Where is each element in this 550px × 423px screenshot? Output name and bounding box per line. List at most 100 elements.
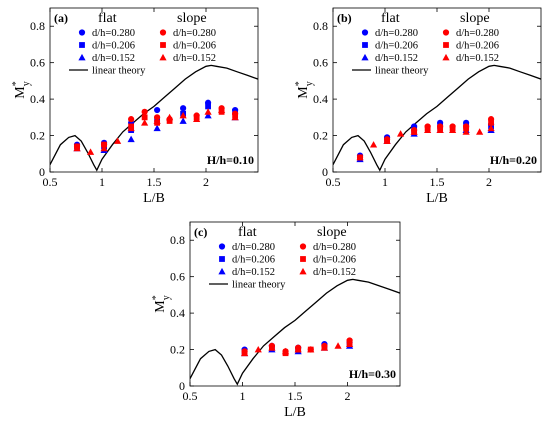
y-tick-label: 0.2: [313, 129, 328, 143]
y-tick-label: 0: [39, 165, 45, 179]
legend-marker: [443, 42, 449, 48]
legend-entry: d/h=0.280: [313, 242, 356, 253]
data-point: [141, 119, 149, 126]
data-point: [166, 113, 174, 121]
annotation-label: H/h=0.20: [490, 153, 537, 167]
data-point: [449, 126, 457, 133]
x-tick-label: 0.5: [183, 389, 198, 403]
x-tick-label: 2: [345, 389, 351, 403]
data-point: [128, 116, 135, 123]
data-point: [153, 117, 161, 124]
data-point: [424, 126, 432, 133]
legend-header-flat: flat: [238, 225, 257, 240]
legend-entry: d/h=0.152: [313, 267, 356, 278]
legend-marker: [361, 53, 369, 61]
linear-theory-line: [190, 278, 400, 386]
annotation-label: H/h=0.10: [207, 153, 254, 167]
x-tick-label: 0.5: [43, 175, 58, 189]
x-tick-label: 1.5: [147, 175, 162, 189]
data-point: [127, 135, 135, 143]
legend-marker: [78, 29, 86, 36]
data-point: [462, 128, 470, 135]
y-axis-label-main: M: [296, 86, 311, 99]
data-point: [254, 345, 262, 353]
y-axis-label-sub: y: [21, 81, 32, 86]
chart-panel-1: 0.5 1 1.5 2 0 0.2 0.4 0.6 0.8 L/B M*y (a) H/h=0.10 fl…: [11, 7, 259, 206]
legend-marker: [79, 42, 85, 48]
data-point: [281, 347, 290, 355]
y-tick-label: 0.8: [170, 233, 185, 247]
y-axis-label-sub: y: [161, 295, 172, 300]
legend-marker: [299, 243, 307, 250]
legend-entry: d/h=0.152: [456, 53, 499, 64]
data-point: [334, 342, 342, 349]
y-tick-label: 0.4: [170, 306, 185, 320]
data-point: [231, 113, 239, 121]
data-point: [487, 124, 495, 132]
y-tick-label: 0.6: [170, 270, 185, 284]
x-tick-label: 1.5: [288, 389, 303, 403]
data-point: [179, 117, 187, 124]
y-axis-label-sup: *: [11, 81, 22, 86]
data-point: [141, 114, 148, 121]
data-point: [166, 118, 173, 124]
data-point: [476, 128, 484, 135]
series-slope-triangle: [73, 106, 239, 155]
legend-entry: d/h=0.206: [313, 255, 356, 266]
legend-marker: [361, 29, 369, 36]
data-point: [346, 340, 354, 347]
x-axis-label: L/B: [143, 191, 165, 206]
legend-entry: d/h=0.206: [456, 41, 499, 52]
y-tick-label: 0: [179, 379, 185, 393]
legend-marker: [362, 42, 368, 48]
chart-panel-2: 0.5 1 1.5 2 0 0.2 0.4 0.6 0.8 L/B M*y (b) H/h=0.20 fl…: [294, 7, 542, 206]
y-tick-label: 0.4: [30, 92, 45, 106]
legend-header-flat: flat: [98, 11, 117, 26]
y-tick-label: 0.8: [30, 19, 45, 33]
y-tick-label: 0.2: [30, 129, 45, 143]
legend: flat sloped/h=0.280d/h=0.206d/h=0.152d/h=…: [69, 11, 216, 77]
legend-marker: [160, 42, 166, 48]
legend-header-slope: slope: [460, 11, 490, 26]
data-point: [307, 345, 315, 353]
data-point: [294, 345, 302, 353]
data-point: [204, 108, 212, 115]
y-tick-label: 0.2: [170, 343, 185, 357]
data-point: [153, 124, 161, 132]
legend-entry: d/h=0.152: [92, 53, 135, 64]
linear-theory-line: [333, 64, 541, 172]
data-point: [268, 344, 276, 351]
y-axis-label-sub: y: [304, 81, 315, 86]
legend-marker: [218, 243, 226, 250]
x-tick-label: 1: [382, 175, 388, 189]
x-tick-label: 2: [203, 175, 209, 189]
data-point: [154, 106, 161, 114]
data-point: [369, 141, 378, 148]
legend-header-flat: flat: [381, 11, 400, 26]
data-point: [241, 349, 249, 357]
legend-entry: d/h=0.280: [173, 28, 216, 39]
legend-marker: [300, 256, 306, 262]
legend-marker: [442, 29, 450, 36]
data-point: [320, 344, 328, 351]
legend-marker: [159, 53, 167, 61]
legend-entry-linear-theory: linear theory: [375, 66, 429, 77]
data-point: [356, 153, 364, 161]
y-axis-label-main: M: [153, 300, 168, 313]
legend-entry: d/h=0.280: [456, 28, 499, 39]
data-point: [218, 106, 226, 113]
legend: flat sloped/h=0.280d/h=0.206d/h=0.152d/h=…: [209, 225, 356, 291]
legend-marker: [159, 29, 167, 36]
data-point: [436, 126, 444, 133]
data-point: [488, 119, 494, 126]
legend-entry-linear-theory: linear theory: [92, 66, 146, 77]
legend-entry: d/h=0.280: [92, 28, 135, 39]
legend-entry: d/h=0.152: [375, 53, 418, 64]
data-point: [100, 144, 108, 152]
legend-entry-linear-theory: linear theory: [232, 280, 286, 291]
x-tick-label: 1: [240, 389, 246, 403]
data-point: [101, 141, 107, 148]
legend-entry: d/h=0.206: [92, 41, 135, 52]
legend-entry: d/h=0.206: [232, 255, 275, 266]
